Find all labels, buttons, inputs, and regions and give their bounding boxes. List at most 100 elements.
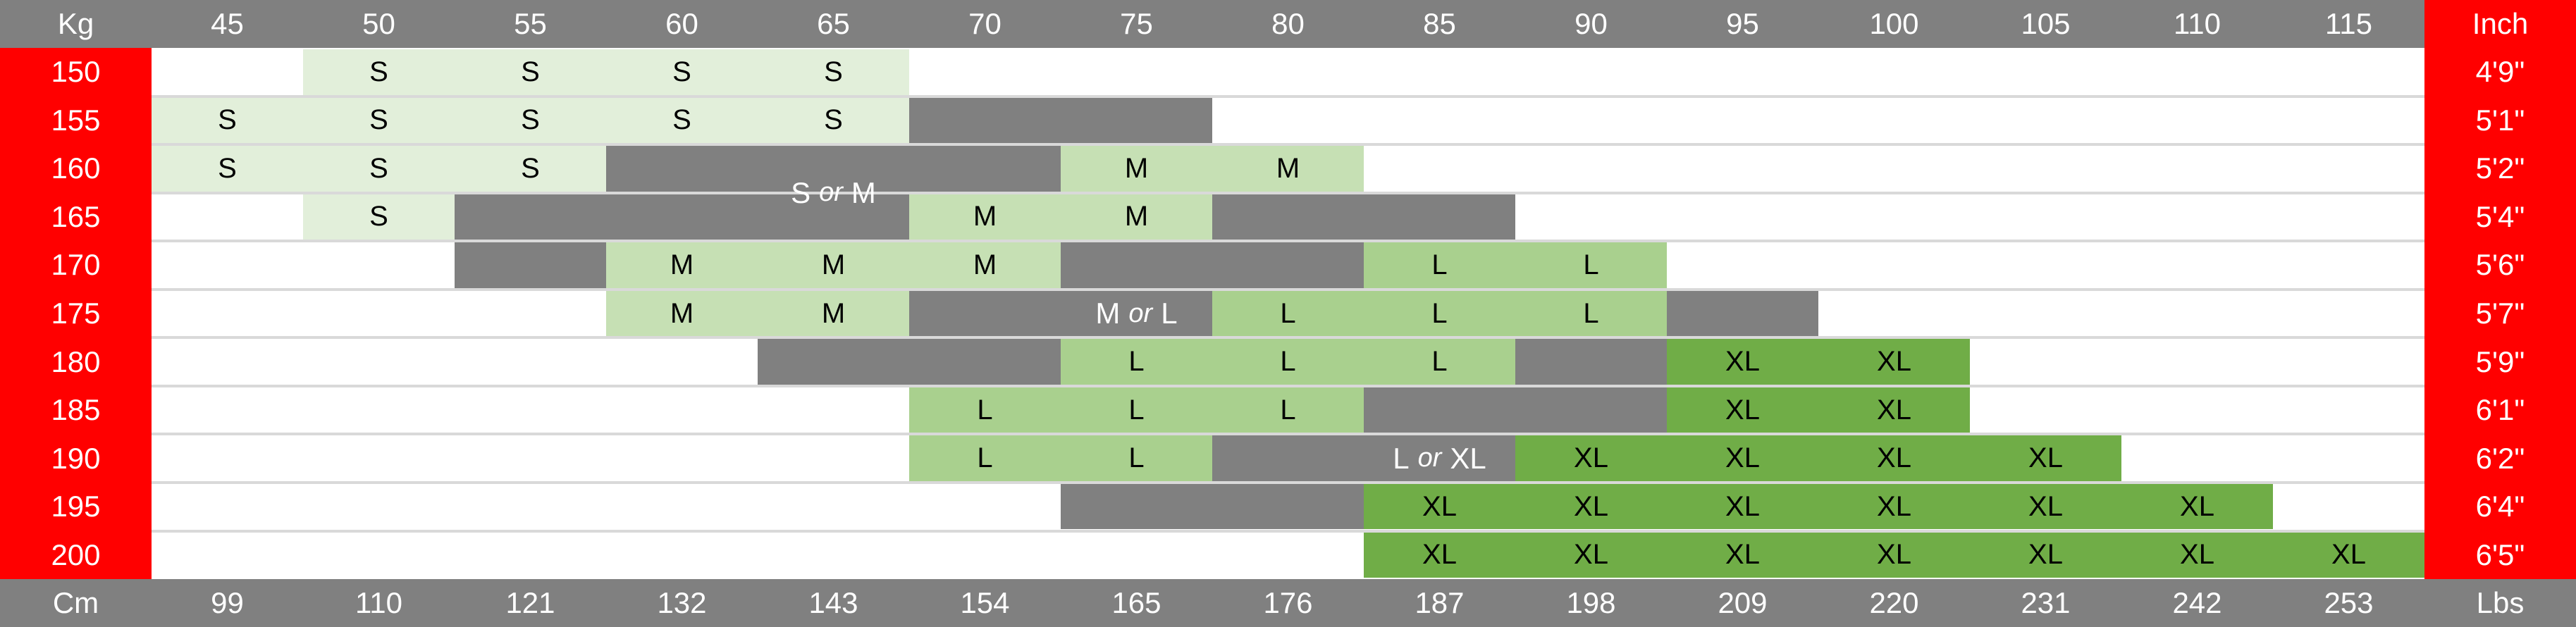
- size-label: S: [218, 152, 237, 184]
- size-label: XL: [1877, 346, 1911, 378]
- overlap-or: or: [1128, 298, 1153, 328]
- size-label: L: [977, 394, 993, 426]
- weight-kg-label: 115: [2325, 7, 2372, 40]
- size-band-xl: [1515, 435, 2121, 481]
- height-inch-label: 5'2": [2475, 151, 2525, 185]
- row-divider: [152, 240, 2424, 243]
- size-label: S: [369, 152, 388, 184]
- row-divider: [152, 384, 2424, 387]
- height-cm-label: 190: [51, 441, 101, 475]
- size-label: L: [1128, 346, 1145, 378]
- weight-lbs-label: 187: [1415, 586, 1465, 619]
- size-label: S: [369, 56, 388, 87]
- size-label: L: [1280, 394, 1296, 426]
- weight-lbs-label: 110: [355, 586, 402, 619]
- height-inch-label: 5'4": [2475, 199, 2525, 233]
- footer-bar: [152, 579, 2424, 627]
- weight-kg-label: 95: [1726, 7, 1759, 40]
- overlap-or: or: [1417, 443, 1442, 473]
- row-divider: [152, 143, 2424, 147]
- row-divider: [152, 529, 2424, 533]
- size-label: M: [1276, 152, 1300, 184]
- footer-cm-label: Cm: [0, 579, 152, 627]
- height-cm-label: 155: [51, 103, 101, 137]
- size-label: S: [369, 201, 388, 232]
- overlap-band: [606, 146, 1061, 192]
- weight-lbs-label: 99: [211, 586, 244, 619]
- overlap-band: [1212, 435, 1515, 481]
- overlap-size-b: XL: [1450, 441, 1486, 475]
- overlap-band: [909, 97, 1212, 144]
- height-inch-label: 5'7": [2475, 297, 2525, 330]
- size-label: L: [1583, 249, 1599, 280]
- size-band-s: [152, 146, 606, 192]
- size-label: S: [824, 104, 843, 136]
- weight-lbs-label: 154: [960, 586, 1010, 619]
- size-label: S: [521, 152, 540, 184]
- size-band-l: [909, 435, 1212, 481]
- weight-lbs-label: 209: [1718, 586, 1768, 619]
- size-band-xl: [1667, 387, 1970, 433]
- size-label: XL: [2180, 490, 2214, 522]
- size-label: XL: [2028, 490, 2063, 522]
- size-label: M: [1124, 152, 1149, 184]
- size-label: M: [821, 297, 846, 329]
- row-divider: [152, 336, 2424, 340]
- row-divider: [152, 287, 2424, 291]
- size-label: L: [1431, 346, 1448, 378]
- size-label: S: [672, 104, 691, 136]
- header-inch-label: Inch: [2424, 0, 2576, 48]
- size-label: M: [670, 249, 694, 280]
- size-label: M: [670, 297, 694, 329]
- height-cm-label: 170: [51, 248, 101, 282]
- size-band-xl: [1667, 339, 1970, 385]
- height-cm-column: [0, 48, 152, 579]
- size-label: XL: [1725, 490, 1760, 522]
- height-cm-label: 180: [51, 344, 101, 378]
- size-label: L: [1128, 394, 1145, 426]
- size-band-xl: [1364, 483, 2273, 530]
- size-label: XL: [1877, 539, 1911, 571]
- overlap-band: [909, 290, 1212, 337]
- weight-kg-label: 50: [362, 7, 395, 40]
- header-kg-label: Kg: [0, 0, 152, 48]
- size-label: S: [521, 56, 540, 87]
- size-label: XL: [1725, 394, 1760, 426]
- height-cm-label: 160: [51, 151, 101, 185]
- size-label: XL: [1422, 539, 1457, 571]
- weight-lbs-label: 132: [657, 586, 707, 619]
- size-label: XL: [2180, 539, 2214, 571]
- row-divider: [152, 94, 2424, 98]
- height-inch-label: 6'2": [2475, 441, 2525, 475]
- size-band-m: [909, 194, 1212, 240]
- size-label: XL: [1877, 394, 1911, 426]
- size-band-m: [606, 290, 909, 337]
- size-label: L: [1431, 297, 1448, 329]
- height-cm-label: 150: [51, 55, 101, 89]
- overlap-or: or: [819, 178, 843, 208]
- size-band-l: [1364, 242, 1667, 288]
- height-inch-label: 6'1": [2475, 393, 2525, 427]
- size-label: XL: [1574, 539, 1608, 571]
- size-band-m: [606, 242, 1061, 288]
- size-label: XL: [1574, 490, 1608, 522]
- size-label: XL: [1877, 442, 1911, 474]
- height-inch-label: 5'6": [2475, 248, 2525, 282]
- weight-kg-label: 65: [817, 7, 850, 40]
- size-band-s: [152, 97, 909, 144]
- overlap-band: [1061, 242, 1364, 288]
- overlap-band: [1667, 290, 1818, 337]
- overlap-size-b: L: [1161, 297, 1178, 330]
- size-label: L: [1583, 297, 1599, 329]
- weight-kg-label: 90: [1574, 7, 1608, 40]
- height-inch-label: 4'9": [2475, 55, 2525, 89]
- footer-lbs-label: Lbs: [2424, 579, 2576, 627]
- size-label: XL: [1574, 442, 1608, 474]
- size-label: M: [821, 249, 846, 280]
- size-band-s: [303, 194, 455, 240]
- size-label: L: [977, 442, 993, 474]
- overlap-band: [758, 339, 1061, 385]
- weight-kg-label: 85: [1423, 7, 1456, 40]
